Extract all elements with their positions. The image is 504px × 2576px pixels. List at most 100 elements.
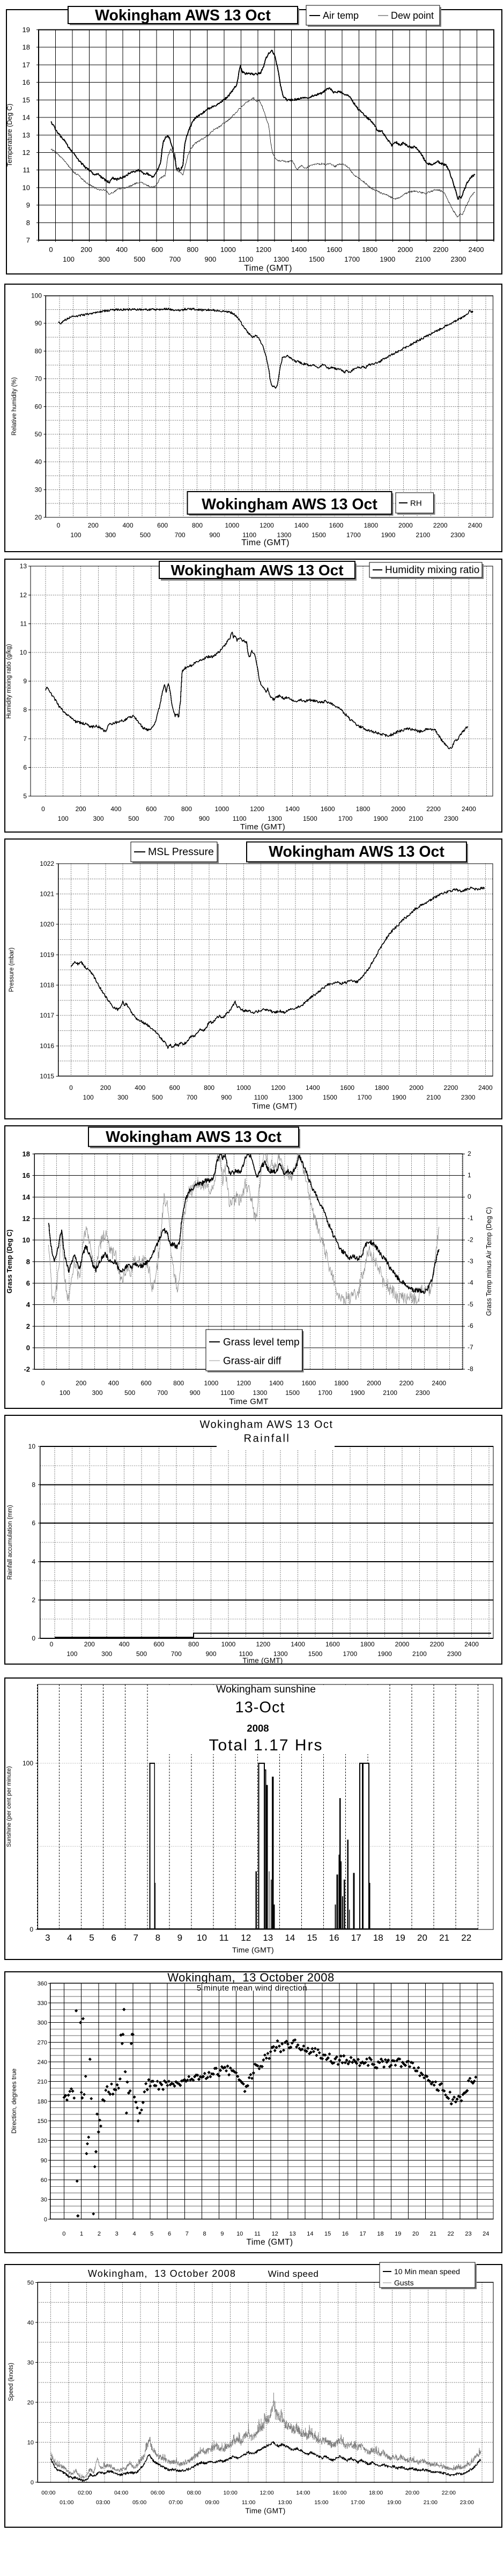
svg-text:0: 0 bbox=[41, 1379, 45, 1387]
svg-text:4: 4 bbox=[67, 1933, 72, 1943]
svg-text:90: 90 bbox=[41, 2157, 47, 2164]
svg-text:10:00: 10:00 bbox=[224, 2490, 238, 2496]
svg-text:16: 16 bbox=[342, 2231, 349, 2237]
svg-text:2300: 2300 bbox=[444, 815, 458, 822]
svg-text:6: 6 bbox=[23, 763, 27, 771]
svg-text:Humidity mixing ratio: Humidity mixing ratio bbox=[385, 565, 479, 576]
svg-text:1015: 1015 bbox=[40, 1072, 54, 1080]
svg-text:22:00: 22:00 bbox=[442, 2490, 456, 2496]
svg-text:100: 100 bbox=[58, 815, 69, 822]
svg-text:1700: 1700 bbox=[343, 1650, 357, 1658]
svg-text:10: 10 bbox=[236, 2231, 243, 2237]
svg-text:0: 0 bbox=[41, 805, 45, 813]
svg-text:17: 17 bbox=[23, 61, 30, 69]
svg-text:800: 800 bbox=[204, 1084, 214, 1092]
svg-text:900: 900 bbox=[199, 815, 210, 822]
svg-text:500: 500 bbox=[136, 1650, 147, 1658]
svg-text:12: 12 bbox=[23, 1215, 30, 1223]
svg-text:1400: 1400 bbox=[291, 246, 307, 254]
svg-text:RH: RH bbox=[410, 499, 422, 508]
svg-text:5: 5 bbox=[150, 2231, 153, 2237]
svg-text:10: 10 bbox=[23, 1236, 30, 1244]
svg-text:00:00: 00:00 bbox=[41, 2490, 55, 2496]
svg-text:1022: 1022 bbox=[40, 860, 54, 867]
svg-text:1000: 1000 bbox=[236, 1084, 251, 1092]
svg-text:1021: 1021 bbox=[40, 890, 54, 898]
svg-text:19: 19 bbox=[23, 26, 30, 34]
svg-text:21: 21 bbox=[439, 1933, 449, 1943]
svg-text:Wokingham AWS 13 Oct: Wokingham AWS 13 Oct bbox=[200, 1419, 333, 1431]
svg-text:5: 5 bbox=[23, 792, 27, 800]
svg-text:800: 800 bbox=[187, 246, 198, 254]
svg-text:-2: -2 bbox=[468, 1236, 473, 1243]
svg-text:270: 270 bbox=[38, 2039, 47, 2046]
svg-text:500: 500 bbox=[140, 531, 151, 539]
svg-text:Wokingham AWS 13 Oct: Wokingham AWS 13 Oct bbox=[269, 843, 444, 860]
svg-text:1: 1 bbox=[80, 2231, 83, 2237]
svg-text:Wokingham AWS 13 Oct: Wokingham AWS 13 Oct bbox=[106, 1129, 281, 1146]
svg-text:-4: -4 bbox=[468, 1279, 473, 1287]
svg-text:2: 2 bbox=[98, 2231, 101, 2237]
svg-text:02:00: 02:00 bbox=[78, 2490, 92, 2496]
svg-text:1500: 1500 bbox=[312, 531, 326, 539]
svg-text:Time (GMT): Time (GMT) bbox=[240, 822, 285, 832]
svg-text:400: 400 bbox=[122, 522, 133, 529]
svg-text:Speed (knots): Speed (knots) bbox=[8, 2363, 14, 2401]
svg-text:10 Min mean speed: 10 Min mean speed bbox=[394, 2267, 460, 2276]
svg-text:1700: 1700 bbox=[346, 531, 361, 539]
svg-text:8: 8 bbox=[26, 1258, 30, 1266]
svg-text:11: 11 bbox=[23, 166, 31, 174]
svg-text:1000: 1000 bbox=[204, 1379, 219, 1387]
svg-text:0: 0 bbox=[32, 1635, 35, 1642]
svg-text:-3: -3 bbox=[468, 1258, 473, 1265]
svg-text:Humidity mixing ratio (g/kg): Humidity mixing ratio (g/kg) bbox=[6, 644, 12, 718]
svg-text:2300: 2300 bbox=[416, 1389, 430, 1397]
svg-text:300: 300 bbox=[38, 2020, 47, 2026]
svg-text:9: 9 bbox=[26, 201, 30, 209]
svg-text:0: 0 bbox=[57, 522, 61, 529]
svg-text:Relative humidity (%): Relative humidity (%) bbox=[11, 377, 18, 436]
svg-text:Time (GMT): Time (GMT) bbox=[242, 1657, 283, 1665]
svg-text:13: 13 bbox=[20, 562, 27, 570]
svg-text:MSL Pressure: MSL Pressure bbox=[148, 846, 214, 858]
svg-text:360: 360 bbox=[38, 1980, 47, 1987]
svg-text:18:00: 18:00 bbox=[369, 2490, 383, 2496]
svg-text:08:00: 08:00 bbox=[187, 2490, 201, 2496]
svg-text:2: 2 bbox=[26, 1322, 30, 1330]
svg-text:23:00: 23:00 bbox=[460, 2499, 474, 2506]
svg-text:300: 300 bbox=[93, 815, 103, 822]
svg-text:900: 900 bbox=[190, 1389, 201, 1397]
svg-text:700: 700 bbox=[157, 1389, 168, 1397]
svg-text:330: 330 bbox=[38, 2000, 47, 2007]
svg-text:210: 210 bbox=[38, 2079, 47, 2085]
svg-text:600: 600 bbox=[169, 1084, 180, 1092]
svg-text:Rainfall: Rainfall bbox=[244, 1433, 291, 1445]
svg-text:300: 300 bbox=[98, 255, 110, 263]
svg-text:50: 50 bbox=[27, 2280, 34, 2286]
svg-text:200: 200 bbox=[84, 1640, 95, 1648]
svg-text:9: 9 bbox=[23, 678, 27, 685]
svg-text:1000: 1000 bbox=[225, 522, 239, 529]
svg-text:11: 11 bbox=[254, 2231, 260, 2237]
svg-text:100: 100 bbox=[70, 531, 81, 539]
svg-text:2100: 2100 bbox=[412, 1650, 427, 1658]
svg-text:100: 100 bbox=[63, 255, 75, 263]
svg-text:14: 14 bbox=[23, 114, 30, 122]
svg-text:1800: 1800 bbox=[362, 246, 377, 254]
svg-text:10: 10 bbox=[197, 1933, 207, 1943]
svg-text:2200: 2200 bbox=[433, 522, 448, 529]
svg-text:6: 6 bbox=[111, 1933, 116, 1943]
svg-text:800: 800 bbox=[173, 1379, 184, 1387]
svg-text:1100: 1100 bbox=[233, 815, 247, 822]
svg-text:0: 0 bbox=[29, 1926, 33, 1933]
svg-text:800: 800 bbox=[181, 805, 192, 813]
svg-text:1500: 1500 bbox=[323, 1094, 337, 1101]
svg-text:19:00: 19:00 bbox=[387, 2499, 401, 2506]
svg-text:2000: 2000 bbox=[391, 805, 405, 813]
svg-text:18: 18 bbox=[377, 2231, 383, 2237]
svg-text:900: 900 bbox=[209, 531, 220, 539]
svg-text:1000: 1000 bbox=[220, 246, 236, 254]
svg-text:-5: -5 bbox=[468, 1301, 473, 1308]
svg-text:8: 8 bbox=[23, 706, 27, 714]
svg-text:Direction, degrees true: Direction, degrees true bbox=[10, 2068, 18, 2134]
